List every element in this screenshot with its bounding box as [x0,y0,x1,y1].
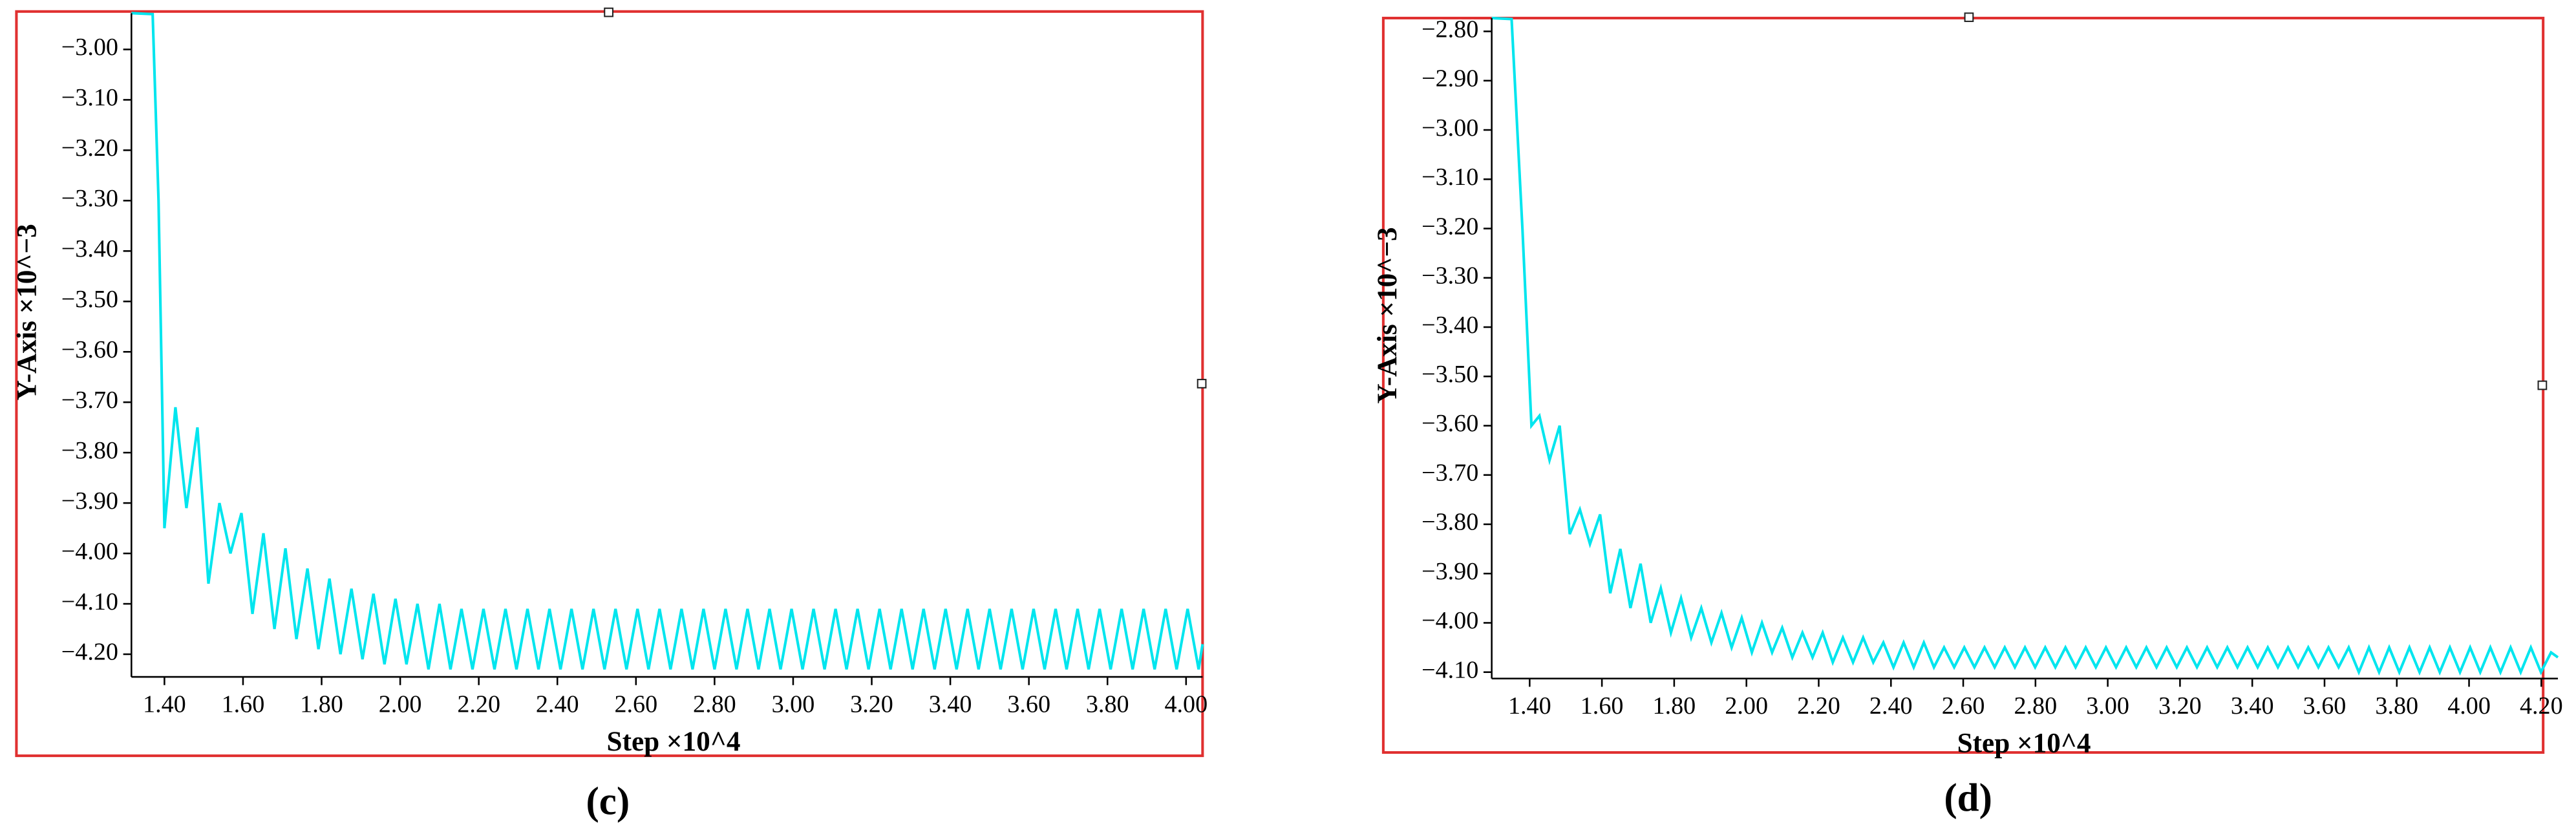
x-tick-label: 3.40 [2231,692,2274,720]
y-tick-label: −4.10 [1421,656,1478,683]
x-tick-label: 4.00 [1164,691,1208,718]
y-tick-label: −3.30 [1421,262,1478,290]
line-series [131,12,1204,670]
line-series [1491,16,2559,676]
y-tick-label: −3.40 [1421,312,1478,339]
y-tick-label: −3.70 [61,387,118,414]
y-tick-label: −3.50 [61,286,118,313]
x-tick-label: 2.80 [693,691,736,718]
y-tick-label: −3.60 [1421,410,1478,437]
selection-box [1381,16,2545,754]
x-axis-label: Step ×10^4 [607,727,741,757]
y-tick-label: −3.80 [1421,509,1478,536]
x-tick-label: 2.20 [457,691,500,718]
x-tick-label: 3.40 [929,691,972,718]
y-tick-label: −3.50 [1421,361,1478,388]
x-tick-label: 2.40 [1869,692,1913,720]
y-tick-label: −2.90 [1421,65,1478,92]
x-tick-label: 1.60 [1581,692,1624,720]
y-axis-label: Y-Axis ×10^−3 [1372,227,1403,403]
x-tick-label: 2.60 [614,691,657,718]
y-tick-label: −3.70 [1421,459,1478,486]
x-tick-label: 2.80 [2014,692,2057,720]
y-tick-label: −4.00 [61,538,118,565]
x-tick-label: 1.80 [1653,692,1696,720]
x-axis-label: Step ×10^4 [1957,729,2091,759]
x-tick-label: 3.20 [850,691,893,718]
y-tick-label: −3.10 [61,84,118,111]
y-tick-label: −3.40 [61,235,118,262]
handle [1197,379,1207,389]
x-tick-label: 1.40 [1508,692,1551,720]
x-tick-label: 3.80 [2375,692,2418,720]
x-tick-label: 3.00 [2086,692,2129,720]
x-tick-label: 3.80 [1086,691,1129,718]
y-tick-label: −3.00 [61,34,118,61]
y-tick-label: −3.00 [1421,114,1478,142]
y-tick-label: −3.10 [1421,164,1478,191]
x-tick-label: 1.80 [300,691,343,718]
x-tick-label: 2.00 [1725,692,1768,720]
x-tick-label: 2.20 [1797,692,1840,720]
x-tick-label: 3.60 [2303,692,2347,720]
y-tick-label: −4.00 [1421,607,1478,634]
handle [1964,12,1974,23]
caption: (d) [1944,776,1992,820]
y-tick-label: −2.80 [1421,16,1478,43]
x-tick-label: 3.00 [772,691,815,718]
x-tick-label: 1.60 [222,691,265,718]
x-tick-label: 1.40 [143,691,186,718]
x-tick-label: 2.00 [379,691,422,718]
caption: (c) [586,780,630,823]
y-tick-label: −4.10 [61,588,118,615]
x-tick-label: 3.20 [2158,692,2202,720]
y-tick-label: −3.60 [61,336,118,363]
y-tick-label: −3.20 [1421,213,1478,240]
handle [604,7,613,17]
x-tick-label: 2.40 [536,691,579,718]
frame-c [15,7,1207,758]
x-tick-label: 4.00 [2447,692,2491,720]
x-tick-label: 4.20 [2520,692,2563,720]
frame-d [1381,12,2548,754]
y-axis-label: Y-Axis ×10^−3 [12,224,43,400]
y-tick-label: −3.20 [61,134,118,162]
x-tick-label: 3.60 [1007,691,1050,718]
y-tick-label: −3.90 [1421,558,1478,585]
y-tick-label: −3.80 [61,437,118,464]
y-tick-label: −3.90 [61,487,118,515]
handle [2537,380,2548,390]
x-tick-label: 2.60 [1942,692,1985,720]
y-tick-label: −3.30 [61,185,118,212]
y-tick-label: −4.20 [61,639,118,666]
